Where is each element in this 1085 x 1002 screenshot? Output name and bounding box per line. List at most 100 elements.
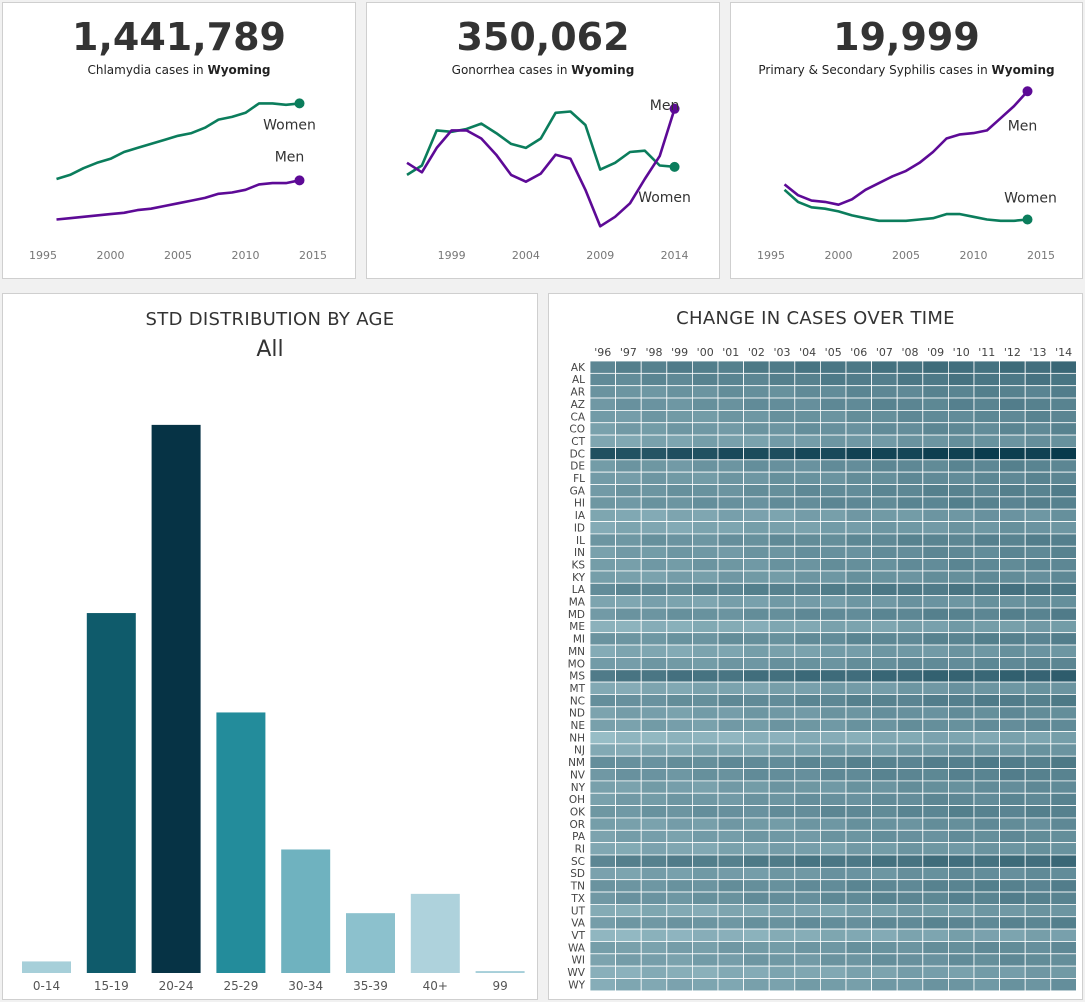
heatmap-cell [640, 471, 668, 485]
bar-chart-filter[interactable]: All [256, 337, 284, 362]
heatmap-row-label: MT [570, 683, 586, 695]
heatmap-cell [691, 656, 719, 671]
heatmap-cell [666, 360, 693, 374]
heatmap-cell [743, 978, 770, 992]
heatmap-cell [589, 385, 617, 399]
heatmap-cell [615, 410, 642, 424]
heatmap-cell [717, 694, 745, 708]
heatmap-cell [1050, 372, 1077, 387]
heatmap-cell [743, 508, 770, 522]
bar-40+ [410, 893, 460, 973]
heatmap-cell [1050, 558, 1077, 572]
heatmap-cell [947, 916, 975, 930]
heatmap-cell [1050, 669, 1077, 683]
heatmap-cell [768, 755, 796, 769]
heatmap-cell [768, 607, 796, 621]
heatmap-cell [615, 694, 642, 708]
heatmap-row-label: MI [573, 634, 585, 646]
heatmap-cell [717, 372, 745, 387]
heatmap-cell [794, 644, 821, 658]
heatmap-cell [768, 681, 796, 695]
heatmap-row-label: WV [567, 967, 585, 979]
heatmap-cell [1024, 706, 1052, 720]
heatmap-cell [768, 694, 796, 708]
heatmap-row-label: AR [571, 387, 585, 399]
heatmap-row-label: DE [570, 461, 585, 473]
series-label-men: Men [650, 98, 680, 114]
heatmap-cell [896, 681, 924, 695]
heatmap-cell [1024, 656, 1052, 671]
heatmap-cell [589, 904, 617, 918]
heatmap-cell [845, 755, 873, 769]
heatmap-cell [640, 447, 668, 461]
heatmap-cell [768, 718, 796, 732]
heatmap-row-label: WA [568, 942, 586, 954]
heatmap-cell [922, 434, 949, 448]
heatmap-cell [819, 916, 847, 930]
bar-30-34 [281, 849, 331, 973]
heatmap-cell [922, 941, 949, 955]
heatmap-cell [1024, 545, 1052, 560]
heatmap-cell [691, 941, 719, 955]
heatmap-cell [768, 768, 796, 782]
heatmap-cell [615, 656, 642, 671]
heatmap-cell [922, 385, 949, 399]
heatmap-cell [871, 558, 898, 572]
heatmap-cell [794, 904, 821, 918]
heatmap-cell [1050, 768, 1077, 782]
heatmap-cell [973, 953, 1001, 967]
heatmap-cell [691, 731, 719, 745]
x-tick-label: 2014 [661, 249, 689, 262]
heatmap-cell [1024, 558, 1052, 572]
heatmap-cell [947, 656, 975, 671]
heatmap-cell [666, 582, 693, 597]
heatmap-cell [768, 656, 796, 671]
heatmap-cell [922, 607, 949, 621]
heatmap-cell [615, 842, 642, 856]
heatmap-cell [615, 471, 642, 485]
heatmap-cell [845, 422, 873, 436]
heatmap-cell [845, 558, 873, 572]
heatmap-cell [819, 817, 847, 831]
heatmap-cell [691, 558, 719, 572]
series-label-women: Women [1004, 191, 1057, 207]
heatmap-cell [1024, 410, 1052, 424]
heatmap-cell [794, 558, 821, 572]
heatmap-cell [666, 731, 693, 745]
heatmap-cell [743, 595, 770, 609]
heatmap-cell [589, 755, 617, 769]
heatmap-cell [666, 434, 693, 448]
heatmap-cell [666, 422, 693, 436]
heatmap-cell [1050, 891, 1077, 905]
heatmap-cell [973, 632, 1001, 646]
heatmap-cell [768, 496, 796, 510]
heatmap-cell [640, 916, 668, 930]
heatmap-cell [768, 619, 796, 634]
heatmap-cell [973, 879, 1001, 893]
heatmap-cell [947, 372, 975, 387]
heatmap-cell [999, 360, 1026, 374]
change-over-time-panel: CHANGE IN CASES OVER TIME '96 '97 '98 '99 '0… [548, 293, 1083, 1000]
heatmap-cell [973, 496, 1001, 510]
bar-25-29 [216, 712, 266, 973]
heatmap-cell [589, 656, 617, 671]
heatmap-row-label: UT [571, 905, 586, 917]
heatmap-cell [768, 817, 796, 831]
heatmap-cell [768, 941, 796, 955]
heatmap-cell [615, 681, 642, 695]
heatmap-cell [717, 508, 745, 522]
series-label-men: Men [1008, 118, 1038, 134]
heatmap-cell [640, 866, 668, 881]
heatmap-cell [819, 792, 847, 807]
heatmap-cell [768, 521, 796, 535]
heatmap-cell [871, 941, 898, 955]
heatmap-cell [640, 891, 668, 905]
heatmap-cell [896, 558, 924, 572]
heatmap-cell [896, 508, 924, 522]
heatmap-cell [615, 904, 642, 918]
heatmap-cell [845, 694, 873, 708]
heatmap-cell [794, 817, 821, 831]
heatmap-cell [794, 360, 821, 374]
heatmap-cell [845, 471, 873, 485]
heatmap-cell [640, 978, 668, 992]
